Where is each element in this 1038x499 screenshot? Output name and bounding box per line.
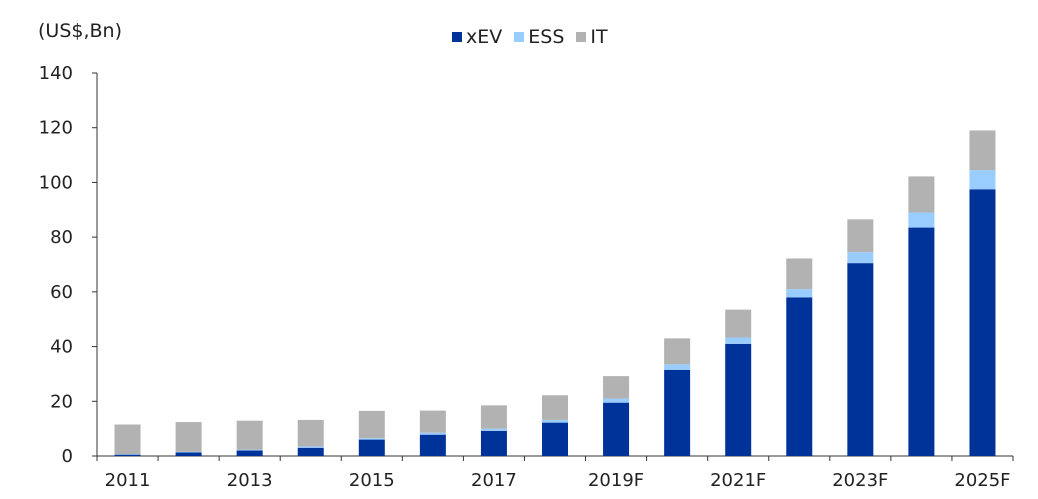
bar-it-2022f [786, 258, 813, 290]
bar-xev-2021f [725, 343, 752, 456]
bar-xev-2016 [419, 434, 446, 456]
y-tick-label: 40 [50, 337, 73, 358]
y-tick-label: 100 [39, 172, 73, 193]
bar-xev-2015 [358, 439, 385, 456]
y-tick-label: 120 [39, 118, 73, 139]
bar-ess-2023f [847, 252, 874, 264]
legend-swatch-ess [514, 32, 525, 42]
y-tick-label: 20 [50, 391, 73, 412]
bar-ess-2024f [908, 212, 935, 228]
bar-it-2013 [236, 420, 263, 450]
bar-it-2025f [969, 130, 996, 171]
bar-xev-2020f [664, 369, 691, 456]
y-tick-label: 0 [62, 446, 73, 467]
bar-ess-2025f [969, 170, 996, 190]
bar-it-2011 [114, 424, 141, 455]
bar-xev-2011 [114, 454, 141, 456]
bar-it-2023f [847, 219, 874, 253]
bar-ess-2012 [175, 451, 202, 453]
legend-label-it: IT [590, 26, 608, 48]
bar-it-2024f [908, 176, 935, 213]
x-tick-label: 2015 [349, 470, 395, 491]
legend-label-xev: xEV [466, 26, 503, 48]
x-tick-label: 2025F [954, 470, 1010, 491]
bar-ess-2018 [542, 419, 568, 423]
bar-ess-2015 [358, 438, 385, 440]
bar-ess-2011 [114, 454, 141, 455]
bar-xev-2025f [969, 189, 996, 456]
x-tick-label: 2019F [588, 470, 644, 491]
legend-label-ess: ESS [528, 26, 565, 48]
x-tick-label: 2017 [471, 470, 517, 491]
legend-item-ess: ESS [514, 26, 564, 48]
legend-item-xev: xEV [452, 26, 502, 48]
bar-xev-2024f [908, 227, 935, 456]
bar-ess-2019f [603, 398, 630, 403]
legend-item-it: IT [576, 26, 608, 48]
legend-swatch-xev [452, 32, 462, 42]
bar-it-2015 [358, 410, 385, 439]
bar-ess-2016 [419, 432, 446, 435]
x-tick-label: 2021F [710, 470, 766, 491]
bar-xev-2014 [297, 447, 324, 456]
x-tick-label: 2011 [105, 470, 151, 491]
bar-xev-2022f [786, 297, 813, 456]
bar-xev-2018 [542, 422, 568, 456]
bar-xev-2019f [603, 402, 630, 456]
bar-ess-2013 [236, 449, 263, 451]
x-tick-label: 2023F [832, 470, 888, 491]
bar-ess-2020f [664, 364, 691, 370]
bar-it-2021f [725, 309, 752, 338]
bar-xev-2012 [175, 452, 202, 456]
y-tick-label: 60 [50, 282, 73, 303]
bar-it-2014 [297, 419, 324, 447]
bar-xev-2023f [847, 263, 874, 456]
y-tick-label: 140 [39, 63, 73, 84]
bar-ess-2022f [786, 289, 813, 298]
bar-xev-2013 [236, 450, 263, 456]
bar-xev-2017 [480, 430, 507, 456]
bar-ess-2017 [480, 428, 507, 431]
bar-it-2019f [603, 376, 630, 399]
x-tick-label: 2013 [227, 470, 273, 491]
bar-it-2018 [542, 395, 568, 420]
y-tick-label: 80 [50, 227, 73, 248]
bar-it-2020f [664, 338, 691, 365]
bar-ess-2014 [297, 446, 324, 448]
bar-it-2016 [419, 410, 446, 433]
legend-swatch-it [576, 32, 587, 42]
legend: xEV ESS IT [452, 26, 620, 48]
bar-it-2012 [175, 422, 202, 452]
y-axis-unit-label: (US$,Bn) [38, 20, 122, 42]
bar-ess-2021f [725, 337, 752, 344]
bar-it-2017 [480, 405, 507, 429]
